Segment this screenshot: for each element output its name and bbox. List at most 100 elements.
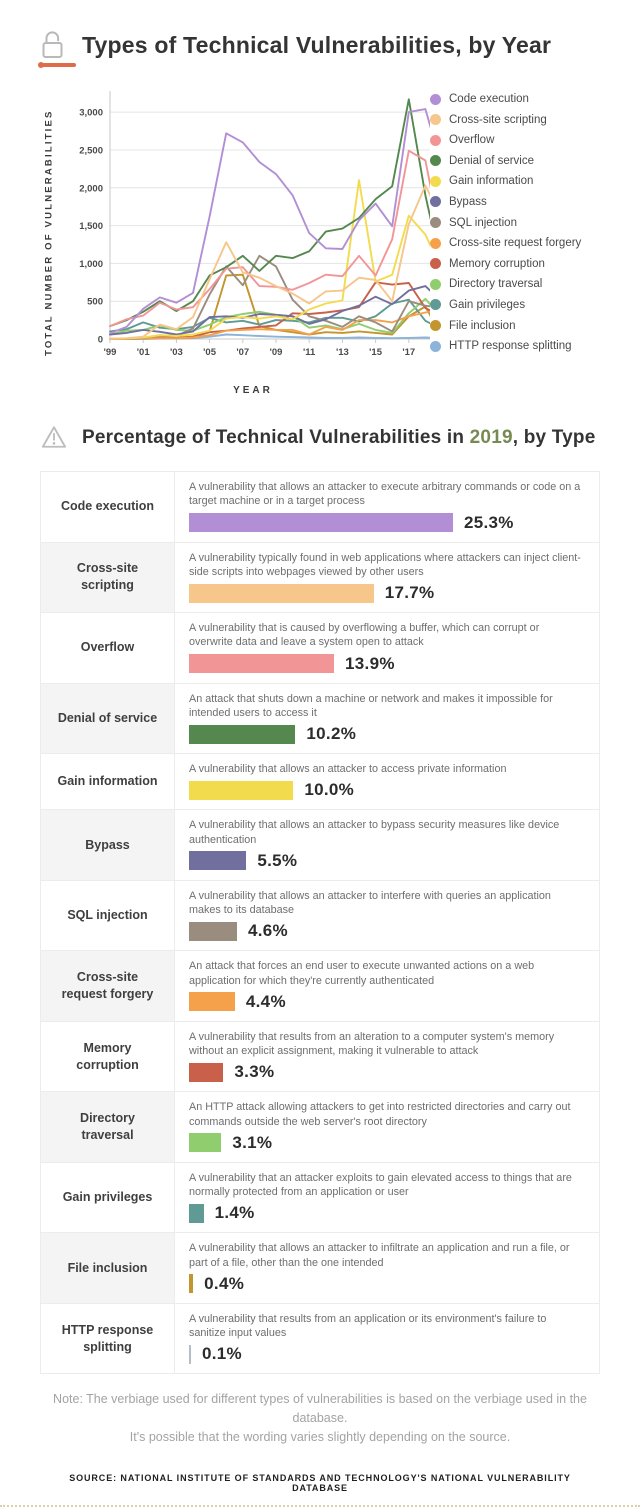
y-tick-label: 1,000 (79, 259, 103, 270)
legend-item: Gain information (430, 175, 600, 187)
bar-row: 1.4% (189, 1203, 585, 1223)
percentage-value: 5.5% (257, 850, 298, 870)
x-tick-label: '03 (170, 347, 183, 358)
vulnerability-detail-cell: A vulnerability that allows an attacker … (175, 1233, 599, 1303)
percentage-value: 0.4% (204, 1273, 245, 1293)
bar-row: 3.1% (189, 1133, 585, 1153)
legend-item: Overflow (430, 134, 600, 146)
table-row: Overflow A vulnerability that is caused b… (41, 613, 599, 684)
legend-label: Cross-site request forgery (449, 237, 582, 250)
vulnerability-type-label: Denial of service (41, 683, 175, 753)
legend-dot (430, 299, 441, 311)
x-tick-label: '99 (104, 347, 117, 358)
percentage-value: 1.4% (214, 1203, 255, 1223)
table-row: Cross-site scripting A vulnerability typi… (41, 542, 599, 613)
x-tick-label: '17 (402, 347, 415, 358)
vulnerability-detail-cell: A vulnerability that results from an app… (175, 1304, 599, 1374)
legend-item: Directory traversal (430, 278, 600, 290)
bar-row: 25.3% (189, 513, 585, 533)
table-section-header: Percentage of Technical Vulnerabilities … (40, 424, 600, 455)
percentage-bar (189, 851, 247, 871)
bar-row: 4.4% (189, 992, 585, 1012)
table-row: Gain privileges A vulnerability that an a… (41, 1162, 599, 1234)
percentage-bar (189, 583, 374, 603)
percentage-bar (189, 1274, 194, 1294)
series-line (109, 108, 430, 335)
x-axis-label: YEAR (233, 385, 273, 396)
table-row: Directory traversal An HTTP attack allowi… (41, 1092, 599, 1163)
title-year: 2019 (469, 427, 513, 448)
series-line (109, 179, 430, 340)
table-row: Memory corruption A vulnerability that re… (41, 1021, 599, 1093)
legend-item: File inclusion (430, 320, 600, 332)
vulnerability-type-label: Code execution (41, 472, 175, 542)
vulnerability-type-label: HTTP response splitting (41, 1303, 175, 1374)
bar-row: 3.3% (189, 1062, 585, 1082)
vulnerability-type-label: SQL injection (41, 880, 175, 951)
chart-section-header: Types of Technical Vulnerabilities, by Y… (38, 30, 600, 68)
vulnerability-detail-cell: An attack that shuts down a machine or n… (175, 684, 599, 754)
x-tick-label: '15 (369, 347, 383, 358)
table-row: Denial of service An attack that shuts do… (41, 683, 599, 754)
legend-item: Gain privileges (430, 299, 600, 311)
vulnerability-description: A vulnerability that allows an attacker … (189, 819, 560, 846)
table-row: Bypass A vulnerability that allows an att… (41, 810, 599, 881)
source-line: SOURCE: NATIONAL INSTITUTE OF STANDARDS … (40, 1473, 600, 1493)
percentage-bar (189, 992, 235, 1012)
vulnerability-detail-cell: A vulnerability that allows an attacker … (175, 754, 599, 809)
chart-legend: Code execution Cross-site scripting Overfl… (430, 83, 600, 361)
percentage-value: 10.0% (304, 780, 355, 800)
y-tick-label: 0 (98, 335, 103, 346)
y-tick-label: 3,000 (79, 108, 103, 119)
vulnerability-table: Code execution A vulnerability that allow… (40, 471, 600, 1375)
table-row: Code execution A vulnerability that allow… (41, 472, 599, 543)
bar-row: 0.1% (189, 1344, 585, 1364)
legend-label: File inclusion (449, 319, 516, 332)
bar-row: 10.0% (189, 780, 585, 800)
vulnerability-description: A vulnerability that results from an app… (189, 1312, 547, 1339)
vulnerability-type-label: Bypass (41, 810, 175, 880)
legend-item: Cross-site scripting (430, 114, 600, 126)
vulnerability-description: An HTTP attack allowing attackers to get… (189, 1101, 571, 1128)
percentage-value: 17.7% (384, 583, 435, 602)
x-tick-label: '05 (203, 347, 217, 358)
warning-icon-wrap (40, 424, 70, 455)
bar-row: 4.6% (189, 921, 585, 941)
series-line (109, 298, 430, 333)
bar-row: 17.7% (189, 583, 585, 603)
legend-label: Overflow (449, 134, 495, 147)
table-row: SQL injection A vulnerability that allows… (41, 880, 599, 952)
vulnerability-description: A vulnerability that allows an attacker … (189, 889, 551, 916)
vulnerability-detail-cell: An HTTP attack allowing attackers to get… (175, 1092, 599, 1162)
legend-item: Memory corruption (430, 258, 600, 270)
bar-row: 13.9% (189, 654, 585, 674)
percentage-bar (189, 724, 296, 744)
vulnerability-detail-cell: A vulnerability that results from an alt… (175, 1022, 599, 1092)
vulnerability-description: An attack that shuts down a machine or n… (189, 692, 553, 719)
legend-dot (430, 237, 441, 249)
x-tick-label: '11 (303, 347, 316, 358)
legend-item: Cross-site request forgery (430, 237, 600, 249)
x-tick-label: '01 (137, 347, 151, 358)
legend-label: Memory corruption (449, 257, 545, 270)
legend-label: Gain privileges (449, 298, 526, 311)
y-tick-label: 1,500 (79, 221, 103, 232)
table-row: File inclusion A vulnerability that allow… (41, 1233, 599, 1304)
legend-label: SQL injection (449, 216, 517, 229)
warning-icon (41, 426, 67, 448)
legend-dot (430, 217, 441, 229)
y-tick-label: 500 (87, 297, 103, 308)
legend-dot (430, 93, 441, 105)
table-row: HTTP response splitting A vulnerability t… (41, 1303, 599, 1374)
percentage-bar (189, 921, 237, 941)
legend-dot (430, 175, 441, 187)
percentage-value: 13.9% (345, 653, 395, 673)
bar-row: 10.2% (189, 724, 585, 744)
vulnerability-type-label: Cross-site request forgery (41, 951, 175, 1021)
accent-underline (38, 62, 78, 68)
source-text: NATIONAL INSTITUTE OF STANDARDS AND TECH… (120, 1472, 571, 1493)
y-tick-label: 2,000 (79, 183, 103, 194)
vulnerability-description: A vulnerability that results from an alt… (189, 1030, 555, 1057)
accent-dot (38, 62, 44, 68)
